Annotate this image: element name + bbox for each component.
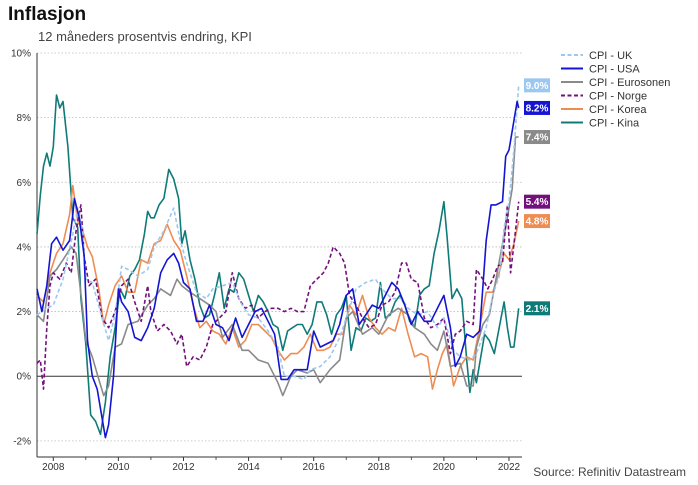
end-label-text: 7.4%	[526, 133, 549, 144]
legend-item: CPI - Eurosonen	[561, 77, 670, 89]
end-label-box	[524, 194, 550, 209]
end-label: 8.2%	[524, 100, 550, 115]
y-tick-label: 6%	[17, 178, 32, 189]
series-line-cpi-usa	[36, 100, 520, 439]
series-line-cpi-korea	[36, 184, 520, 390]
y-tick-label: 10%	[11, 49, 31, 60]
x-tick-label: 2018	[368, 462, 391, 473]
y-tick-label: 8%	[17, 113, 32, 124]
chart-source: Source: Refinitiv Datastream	[533, 465, 686, 479]
end-label-text: 2.1%	[526, 304, 549, 315]
end-label: 2.1%	[524, 301, 550, 316]
legend-label: CPI - UK	[589, 50, 633, 62]
x-tick-label: 2010	[107, 462, 130, 473]
end-label-box	[524, 301, 550, 316]
y-tick-label: -2%	[13, 436, 31, 447]
end-label-box	[524, 78, 550, 93]
end-label: 9.0%	[524, 78, 550, 93]
end-label-text: 8.2%	[526, 103, 549, 114]
x-tick-label: 2016	[303, 462, 326, 473]
end-labels: 9.0% 8.2% 7.4% 5.4% 4.8% 2.1%	[524, 78, 550, 316]
end-label-box	[524, 214, 550, 229]
y-tick-label: 4%	[17, 242, 32, 253]
legend-label: CPI - Korea	[589, 104, 647, 116]
chart-subtitle: 12 måneders prosentvis endring, KPI	[38, 29, 252, 44]
series-line-cpi-kina	[36, 94, 520, 436]
x-tick-label: 2022	[498, 462, 521, 473]
end-label: 7.4%	[524, 130, 550, 145]
legend-label: CPI - USA	[589, 64, 640, 76]
axes: -2% 0% 2% 4% 6% 8% 10% 2008 2010 2012 2014 2016 2018…	[11, 49, 522, 473]
legend-item: CPI - UK	[561, 50, 633, 62]
x-tick-label: 2012	[172, 462, 195, 473]
legend-item: CPI - Kina	[561, 118, 640, 130]
x-tick-label: 2020	[433, 462, 456, 473]
end-label: 4.8%	[524, 214, 550, 229]
chart-title: Inflasjon	[8, 4, 87, 25]
legend-item: CPI - USA	[561, 64, 640, 76]
series-line-cpi-eurosonen	[36, 136, 519, 397]
legend-item: CPI - Korea	[561, 104, 647, 116]
legend-label: CPI - Norge	[589, 91, 647, 103]
legend-item: CPI - Norge	[561, 91, 647, 103]
legend-label: CPI - Kina	[589, 118, 640, 130]
y-tick-label: 2%	[17, 307, 32, 318]
legend-label: CPI - Eurosonen	[589, 77, 670, 89]
end-label-text: 4.8%	[526, 217, 549, 228]
x-tick-label: 2014	[237, 462, 260, 473]
x-tick-label: 2008	[42, 462, 65, 473]
end-label: 5.4%	[524, 194, 550, 209]
end-label-box	[524, 130, 550, 145]
end-label-text: 5.4%	[526, 197, 549, 208]
end-label-text: 9.0%	[526, 81, 549, 92]
y-tick-label: 0%	[17, 372, 32, 383]
end-label-box	[524, 100, 550, 115]
series-lines	[36, 85, 520, 439]
